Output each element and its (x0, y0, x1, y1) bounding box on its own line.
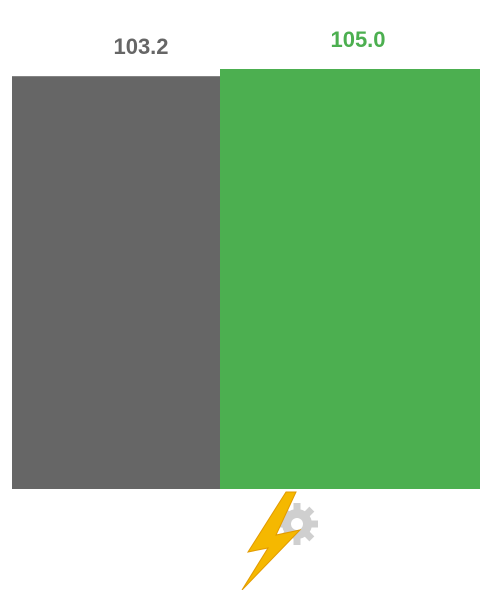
lightning-bolt-icon (241, 491, 302, 590)
lightning-gear-icon (241, 491, 318, 590)
bar-2 (220, 69, 480, 489)
bar-value-label-1: 103.2 (113, 34, 168, 59)
bar-value-label-2: 105.0 (330, 27, 385, 52)
